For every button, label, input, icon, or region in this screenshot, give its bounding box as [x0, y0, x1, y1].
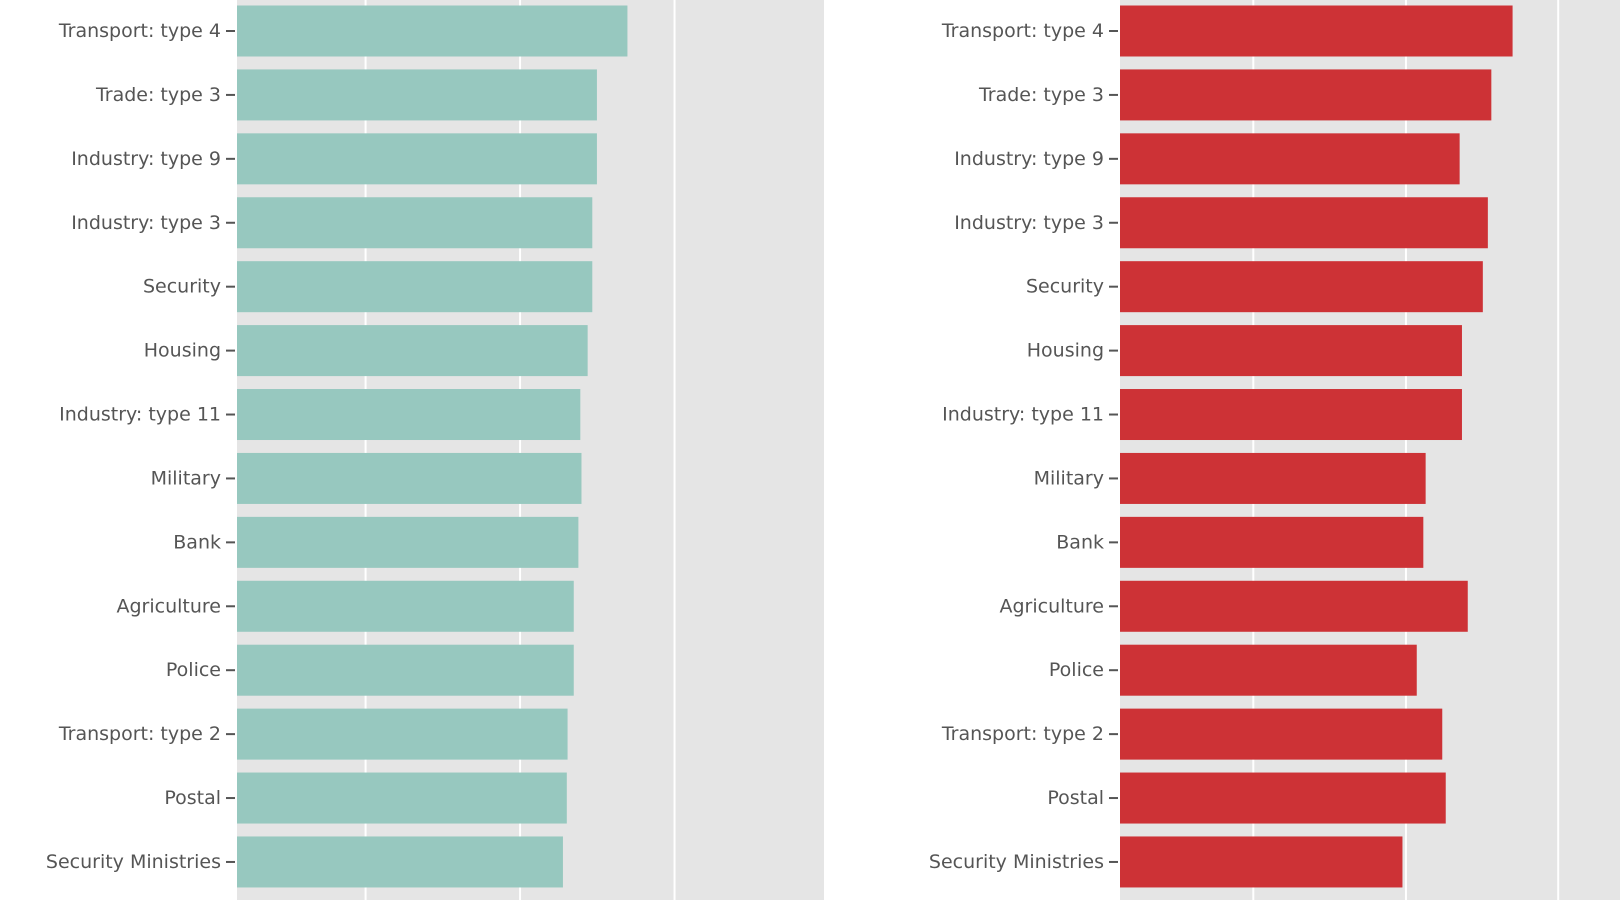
bar	[237, 772, 567, 824]
y-tick-label: Industry: type 9	[954, 148, 1104, 170]
bar	[237, 580, 574, 632]
y-tick-label: Transport: type 4	[58, 20, 221, 42]
y-tick-label: Security Ministries	[46, 851, 221, 873]
bar	[1120, 133, 1460, 185]
bar	[237, 325, 588, 377]
bar	[1120, 708, 1443, 760]
bar	[237, 197, 593, 249]
y-tick-label: Postal	[1047, 787, 1104, 809]
bar	[237, 644, 574, 696]
bar	[1120, 197, 1488, 249]
y-tick-label: Industry: type 11	[942, 404, 1104, 426]
y-tick-label: Transport: type 2	[58, 723, 221, 745]
y-tick-label: Trade: type 3	[978, 84, 1104, 106]
bar	[1120, 325, 1462, 377]
bar	[1120, 69, 1492, 121]
bar	[1120, 580, 1468, 632]
bar	[237, 261, 593, 313]
y-tick-label: Military	[1034, 467, 1104, 489]
y-tick-label: Military	[151, 467, 221, 489]
y-tick-label: Postal	[164, 787, 221, 809]
y-tick-label: Industry: type 3	[71, 212, 221, 234]
y-tick-label: Security	[143, 276, 221, 298]
y-tick-label: Industry: type 9	[71, 148, 221, 170]
y-tick-label: Agriculture	[117, 595, 222, 617]
bar	[1120, 836, 1403, 888]
y-tick-label: Bank	[173, 531, 221, 553]
y-tick-label: Bank	[1056, 531, 1104, 553]
y-tick-label: Transport: type 4	[941, 20, 1104, 42]
bar	[1120, 389, 1462, 441]
y-tick-label: Housing	[144, 340, 221, 362]
bar	[1120, 772, 1446, 824]
chart-panel-1: Transport: type 4 Trade: type 3 Industry: …	[46, 0, 824, 900]
bar	[237, 708, 568, 760]
y-tick-label: Police	[1049, 659, 1104, 681]
bar	[1120, 5, 1513, 57]
bar	[1120, 644, 1417, 696]
y-tick-label: Industry: type 11	[59, 404, 221, 426]
y-tick-label: Housing	[1027, 340, 1104, 362]
y-tick-label: Industry: type 3	[954, 212, 1104, 234]
bar	[237, 5, 628, 57]
y-tick-label: Security Ministries	[929, 851, 1104, 873]
bar	[1120, 261, 1483, 313]
y-tick-label: Trade: type 3	[95, 84, 221, 106]
bar	[1120, 452, 1426, 504]
y-tick-label: Agriculture	[1000, 595, 1105, 617]
y-tick-label: Police	[166, 659, 221, 681]
y-tick-label: Security	[1026, 276, 1104, 298]
bar	[237, 389, 581, 441]
bar	[237, 133, 597, 185]
y-tick-label: Transport: type 2	[941, 723, 1104, 745]
bar	[237, 836, 563, 888]
bar	[237, 69, 597, 121]
bar	[237, 516, 579, 568]
bar	[1120, 516, 1424, 568]
chart-panel-2: Transport: type 4 Trade: type 3 Industry: …	[929, 0, 1620, 900]
bar	[237, 452, 582, 504]
